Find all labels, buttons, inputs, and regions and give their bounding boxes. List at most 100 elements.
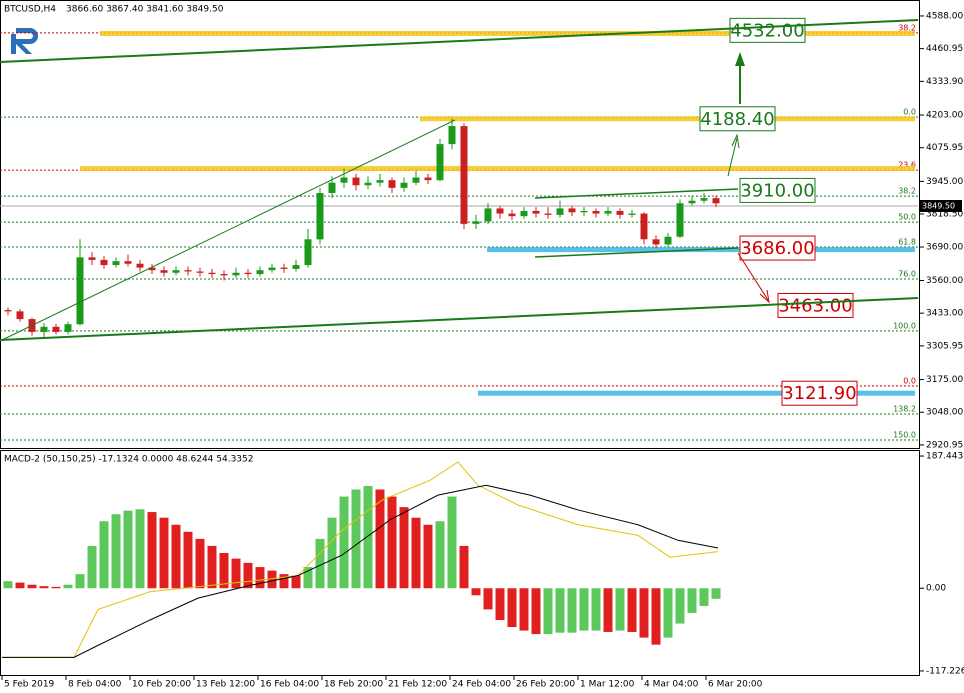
candle-body bbox=[40, 326, 48, 332]
fib-label: 38.2 bbox=[898, 187, 916, 196]
logo bbox=[11, 28, 38, 54]
fib-label: 61.8 bbox=[898, 238, 916, 247]
candle-body bbox=[280, 267, 288, 269]
histogram-bar bbox=[459, 545, 469, 589]
macd-title: MACD-2 (50,150,25) -17.1324 0.0000 48.62… bbox=[4, 455, 253, 465]
histogram-bar bbox=[363, 485, 373, 589]
y-tick-label: 4333.90 bbox=[926, 77, 963, 87]
x-tick-label: 5 Feb 2019 bbox=[4, 680, 55, 690]
candle-body bbox=[88, 257, 96, 260]
y-tick-label: 3305.95 bbox=[926, 341, 963, 351]
candle-body bbox=[508, 213, 516, 217]
candle-body bbox=[484, 208, 492, 222]
y-tick-label: 3818.50 bbox=[926, 209, 963, 219]
macd-line bbox=[2, 461, 719, 658]
fib-label: 76.0 bbox=[898, 269, 916, 278]
histogram-bar bbox=[447, 496, 457, 589]
histogram-bar bbox=[147, 512, 157, 589]
histogram-bar bbox=[339, 496, 349, 589]
histogram-bar bbox=[303, 567, 313, 589]
x-tick-label: 10 Feb 20:00 bbox=[132, 680, 191, 690]
histogram-bar bbox=[591, 588, 601, 631]
candle-body bbox=[184, 270, 192, 272]
histogram-bar bbox=[471, 588, 481, 596]
histogram-bar bbox=[291, 575, 301, 589]
histogram-bar bbox=[519, 588, 529, 631]
histogram-bar bbox=[87, 545, 97, 589]
y-tick-label: 3945.00 bbox=[926, 177, 963, 187]
candle-body bbox=[520, 211, 528, 217]
histogram-bar bbox=[711, 588, 721, 599]
trend-line bbox=[0, 297, 919, 341]
candle-body bbox=[532, 211, 540, 214]
histogram-bar bbox=[135, 509, 145, 589]
histogram-bar bbox=[399, 507, 409, 589]
arrow bbox=[727, 137, 738, 177]
x-tick-label: 13 Feb 12:00 bbox=[196, 680, 255, 690]
candle-body bbox=[196, 271, 204, 273]
x-tick-label: 21 Feb 12:00 bbox=[388, 680, 447, 690]
candle-body bbox=[208, 272, 216, 275]
last-price-box bbox=[920, 199, 962, 212]
histogram-bar bbox=[51, 586, 61, 589]
histogram-bar bbox=[327, 517, 337, 589]
price-box bbox=[699, 106, 776, 132]
candle-body bbox=[64, 324, 72, 332]
histogram-bar bbox=[171, 524, 181, 589]
histogram-bar bbox=[315, 538, 325, 589]
trend-line bbox=[1, 119, 456, 341]
y-tick-label: 187.4438 bbox=[926, 452, 964, 462]
histogram-bar bbox=[3, 581, 13, 589]
main-frame bbox=[0, 0, 920, 449]
y-tick-label: 4460.95 bbox=[926, 44, 963, 54]
channel-line bbox=[534, 188, 739, 199]
x-tick-label: 26 Feb 20:00 bbox=[516, 680, 575, 690]
fib-label: 100.0 bbox=[893, 321, 916, 330]
histogram-bar bbox=[615, 588, 625, 631]
candle-body bbox=[472, 221, 480, 224]
histogram-bar bbox=[567, 588, 577, 633]
histogram-bar bbox=[27, 584, 37, 589]
candle-body bbox=[160, 270, 168, 273]
price-box-label: 3121.90 bbox=[782, 383, 856, 404]
candle-body bbox=[544, 213, 552, 215]
histogram-bar bbox=[219, 552, 229, 589]
candle-body bbox=[604, 211, 612, 214]
candle-body bbox=[292, 265, 300, 269]
x-tick-label: 6 Mar 20:00 bbox=[708, 680, 763, 690]
y-tick-label: 2920.95 bbox=[926, 440, 963, 450]
histogram-bar bbox=[483, 588, 493, 610]
histogram-bar bbox=[603, 588, 613, 632]
candle-body bbox=[592, 211, 600, 214]
price-box-label: 4188.40 bbox=[700, 109, 774, 130]
y-tick-label: 0.00 bbox=[926, 584, 946, 594]
trend-lines bbox=[0, 19, 919, 341]
histogram-bar bbox=[651, 588, 661, 645]
y-tick-label: 3690.00 bbox=[926, 243, 963, 253]
y-tick-label: 4588.00 bbox=[926, 11, 963, 21]
histogram-bar bbox=[39, 586, 49, 589]
fib-label: 0.0 bbox=[903, 108, 916, 117]
histogram-bar bbox=[111, 514, 121, 589]
histogram-bar bbox=[231, 558, 241, 589]
channel-line bbox=[534, 247, 739, 258]
candle-body bbox=[688, 200, 696, 204]
candle-body bbox=[580, 211, 588, 213]
candle-body bbox=[124, 261, 132, 264]
fib-label: 138.2 bbox=[893, 405, 916, 414]
candle-body bbox=[100, 259, 108, 266]
candle-body bbox=[328, 182, 336, 193]
candle-body bbox=[676, 203, 684, 237]
histogram-bar bbox=[663, 588, 673, 638]
arrow-head bbox=[731, 133, 740, 149]
histogram-bar bbox=[183, 531, 193, 589]
histogram-bar bbox=[75, 574, 85, 589]
fib-label: 150.0 bbox=[893, 431, 916, 440]
candle-body bbox=[256, 270, 264, 275]
candle-body bbox=[352, 177, 360, 186]
candle-body bbox=[148, 267, 156, 271]
x-tick-label: 1 Mar 12:00 bbox=[580, 680, 635, 690]
histogram-bar bbox=[195, 538, 205, 589]
